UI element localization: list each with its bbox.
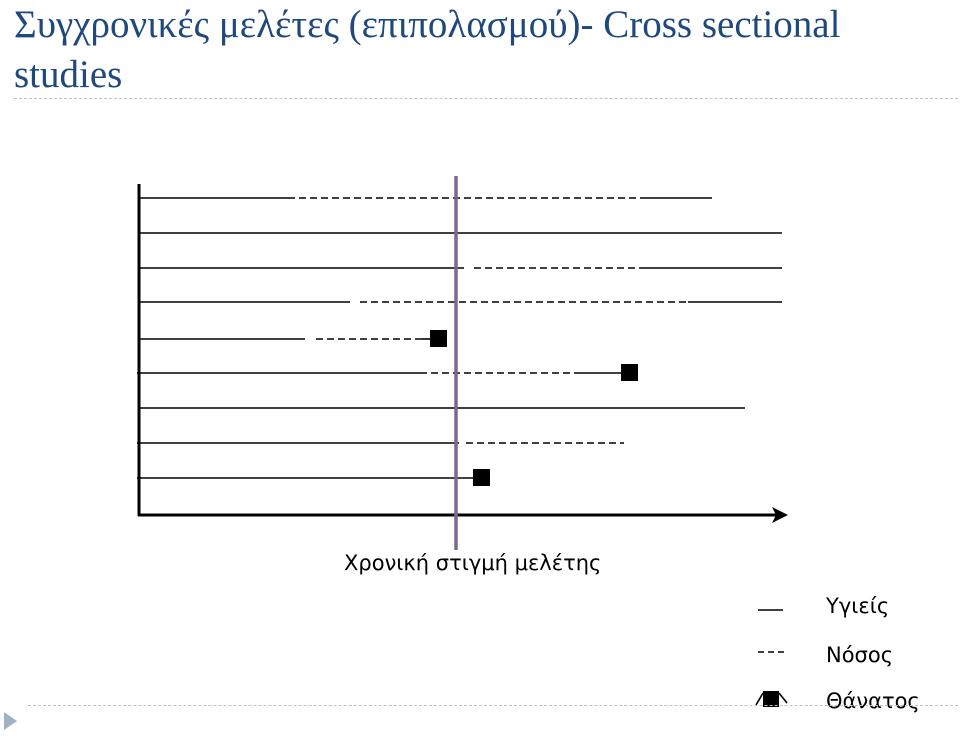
legend-death-tick-right — [778, 692, 788, 704]
x-axis-arrowhead — [772, 507, 788, 523]
study-time-caption: Χρονική στιγμή μελέτης — [344, 551, 602, 575]
legend-label-death: Θάνατος — [826, 689, 920, 713]
death-marker — [621, 364, 638, 381]
legend-death-tick-left — [755, 692, 764, 706]
title-divider — [14, 98, 958, 99]
death-marker — [430, 330, 447, 347]
legend-death-symbol — [763, 691, 779, 707]
legend-label-healthy: Υγιείς — [826, 594, 890, 618]
slide-title: Συγχρονικές μελέτες (επιπολασμού)- Cross… — [14, 3, 841, 96]
legend-label-disease: Νόσος — [826, 643, 894, 667]
death-marker — [473, 469, 490, 486]
footer-divider — [28, 705, 958, 706]
triangle-bullet-icon — [4, 712, 17, 730]
